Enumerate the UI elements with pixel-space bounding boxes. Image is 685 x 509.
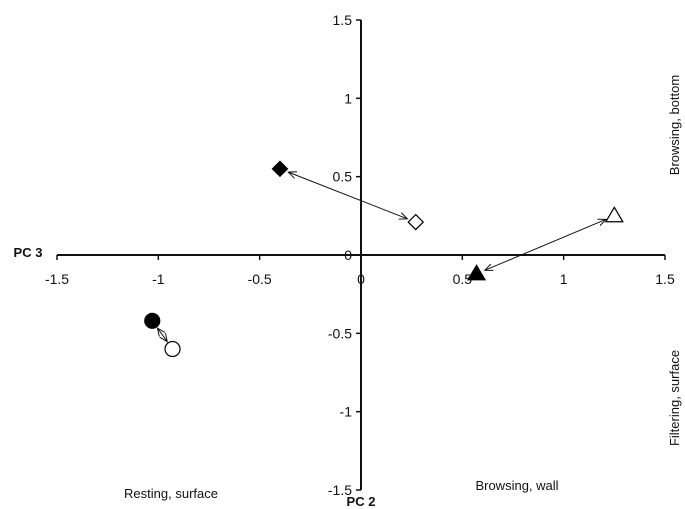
- filled-circle-point: [144, 312, 161, 329]
- x-tick-label: 0: [357, 271, 365, 287]
- y-tick-label: -1: [340, 404, 353, 420]
- arrows: [158, 172, 607, 342]
- labels: -1.5 -1 -0.5 0 0.5 1 1.51.510.50-0.5-1-1.5PC 3…: [14, 12, 682, 509]
- x-tick-label: -0.5: [248, 271, 272, 287]
- y-tick-label: 1: [344, 90, 352, 106]
- quadrant-label-bottom-left: Resting, surface: [124, 486, 218, 501]
- x-tick-label: 1: [560, 271, 568, 287]
- connector-arrow: [288, 172, 407, 219]
- y-tick-label: -1.5: [328, 482, 352, 498]
- x-tick-label: -1.5: [45, 271, 69, 287]
- axes: [56, 19, 666, 491]
- x-tick-label: -1: [152, 271, 165, 287]
- x-axis-title: PC 3: [14, 245, 43, 260]
- filled-triangle-point: [466, 264, 487, 281]
- x-tick-label: 0.5: [453, 271, 473, 287]
- data-points: [144, 160, 624, 358]
- y-axis-title: PC 2: [347, 494, 376, 509]
- y-tick-label: -0.5: [328, 325, 352, 341]
- open-circle-point: [164, 340, 181, 358]
- quadrant-label-bottom-center: Browsing, wall: [475, 478, 558, 493]
- y-tick-label: 0: [344, 247, 352, 263]
- quadrant-label-top-right: Browsing, bottom: [667, 75, 682, 175]
- x-tick-label: 1.5: [655, 271, 675, 287]
- connector-arrow: [158, 328, 168, 342]
- filled-diamond-point: [271, 160, 289, 178]
- y-tick-label: 0.5: [333, 169, 353, 185]
- y-tick-label: 1.5: [333, 12, 353, 28]
- open-triangle-point: [604, 206, 624, 223]
- open-diamond-point: [407, 213, 425, 231]
- connector-arrow: [485, 219, 606, 270]
- quadrant-label-bottom-right: Filtering, surface: [667, 350, 682, 446]
